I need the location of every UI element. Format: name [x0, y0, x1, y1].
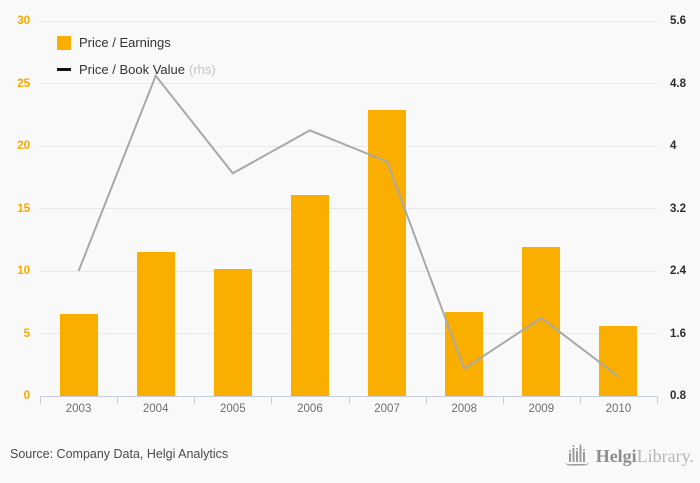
gridline: [40, 208, 657, 209]
bar-swatch-icon: [57, 35, 71, 50]
legend-item-price-earnings: Price / Earnings: [57, 29, 216, 56]
left-axis-tick-label: 20: [17, 140, 30, 152]
logo-text-bold: Helgi: [595, 446, 637, 466]
right-axis-tick-label: 1.6: [670, 327, 686, 340]
x-axis-tick: [348, 397, 350, 404]
legend: Price / Earnings Price / Book Value (rhs…: [57, 29, 216, 83]
left-axis-tick-label: 0: [23, 390, 30, 402]
legend-item-price-book-value: Price / Book Value (rhs): [57, 56, 216, 83]
gridline: [40, 333, 657, 334]
right-axis-tick-label: 4.8: [670, 77, 686, 90]
legend-label: Price / Book Value: [79, 62, 185, 77]
bar-chart-skyline-icon: [564, 444, 589, 466]
bar-2006: [290, 194, 329, 396]
x-axis-tick: [657, 397, 658, 404]
x-axis-label-2003: 2003: [65, 403, 92, 415]
x-axis-tick: [40, 397, 41, 404]
left-axis-tick-label: 10: [17, 265, 30, 277]
gridline: [40, 145, 657, 147]
x-axis-tick: [117, 397, 119, 404]
bar-2005: [213, 268, 252, 396]
x-axis-tick: [502, 397, 504, 404]
left-axis-tick-label: 5: [23, 327, 30, 340]
bar-2004: [136, 252, 175, 396]
legend-label-suffix: (rhs): [188, 62, 216, 77]
right-axis-tick-label: 0.8: [670, 390, 686, 402]
logo-text: HelgiLibrary.: [596, 442, 694, 470]
x-axis-tick: [194, 397, 196, 404]
x-axis-label-2010: 2010: [605, 403, 632, 415]
line-swatch-icon: [57, 68, 71, 71]
x-axis-label-2006: 2006: [297, 403, 323, 415]
gridline: [40, 83, 657, 84]
x-axis-label-2009: 2009: [528, 403, 555, 415]
helgi-library-logo: HelgiLibrary.: [564, 442, 694, 470]
x-axis-line: [40, 396, 658, 397]
x-axis-tick: [271, 397, 273, 404]
bar-2010: [599, 326, 638, 396]
x-axis-label-2005: 2005: [220, 403, 246, 415]
x-axis-label-2004: 2004: [142, 403, 169, 415]
left-axis-tick-label: 30: [17, 15, 30, 27]
x-axis-label-2007: 2007: [374, 403, 400, 415]
bar-2009: [522, 247, 561, 396]
x-axis-label-2008: 2008: [451, 403, 477, 415]
legend-label: Price / Earnings: [79, 35, 171, 50]
x-axis-tick: [425, 397, 427, 404]
source-note: Source: Company Data, Helgi Analytics: [10, 447, 229, 461]
x-axis-tick: [579, 397, 581, 404]
bar-2003: [59, 313, 98, 396]
gridline: [40, 20, 657, 22]
left-axis-tick-label: 15: [17, 202, 30, 215]
right-axis-tick-label: 3.2: [670, 202, 686, 215]
logo-text-light: Library.: [636, 446, 694, 466]
right-axis-tick-label: 4: [670, 140, 677, 152]
right-axis-tick-label: 5.6: [670, 15, 686, 27]
bar-2008: [445, 312, 484, 396]
gridline: [40, 270, 657, 272]
left-axis-tick-label: 25: [17, 77, 30, 90]
bar-2007: [368, 109, 407, 396]
right-axis-tick-label: 2.4: [670, 265, 686, 277]
